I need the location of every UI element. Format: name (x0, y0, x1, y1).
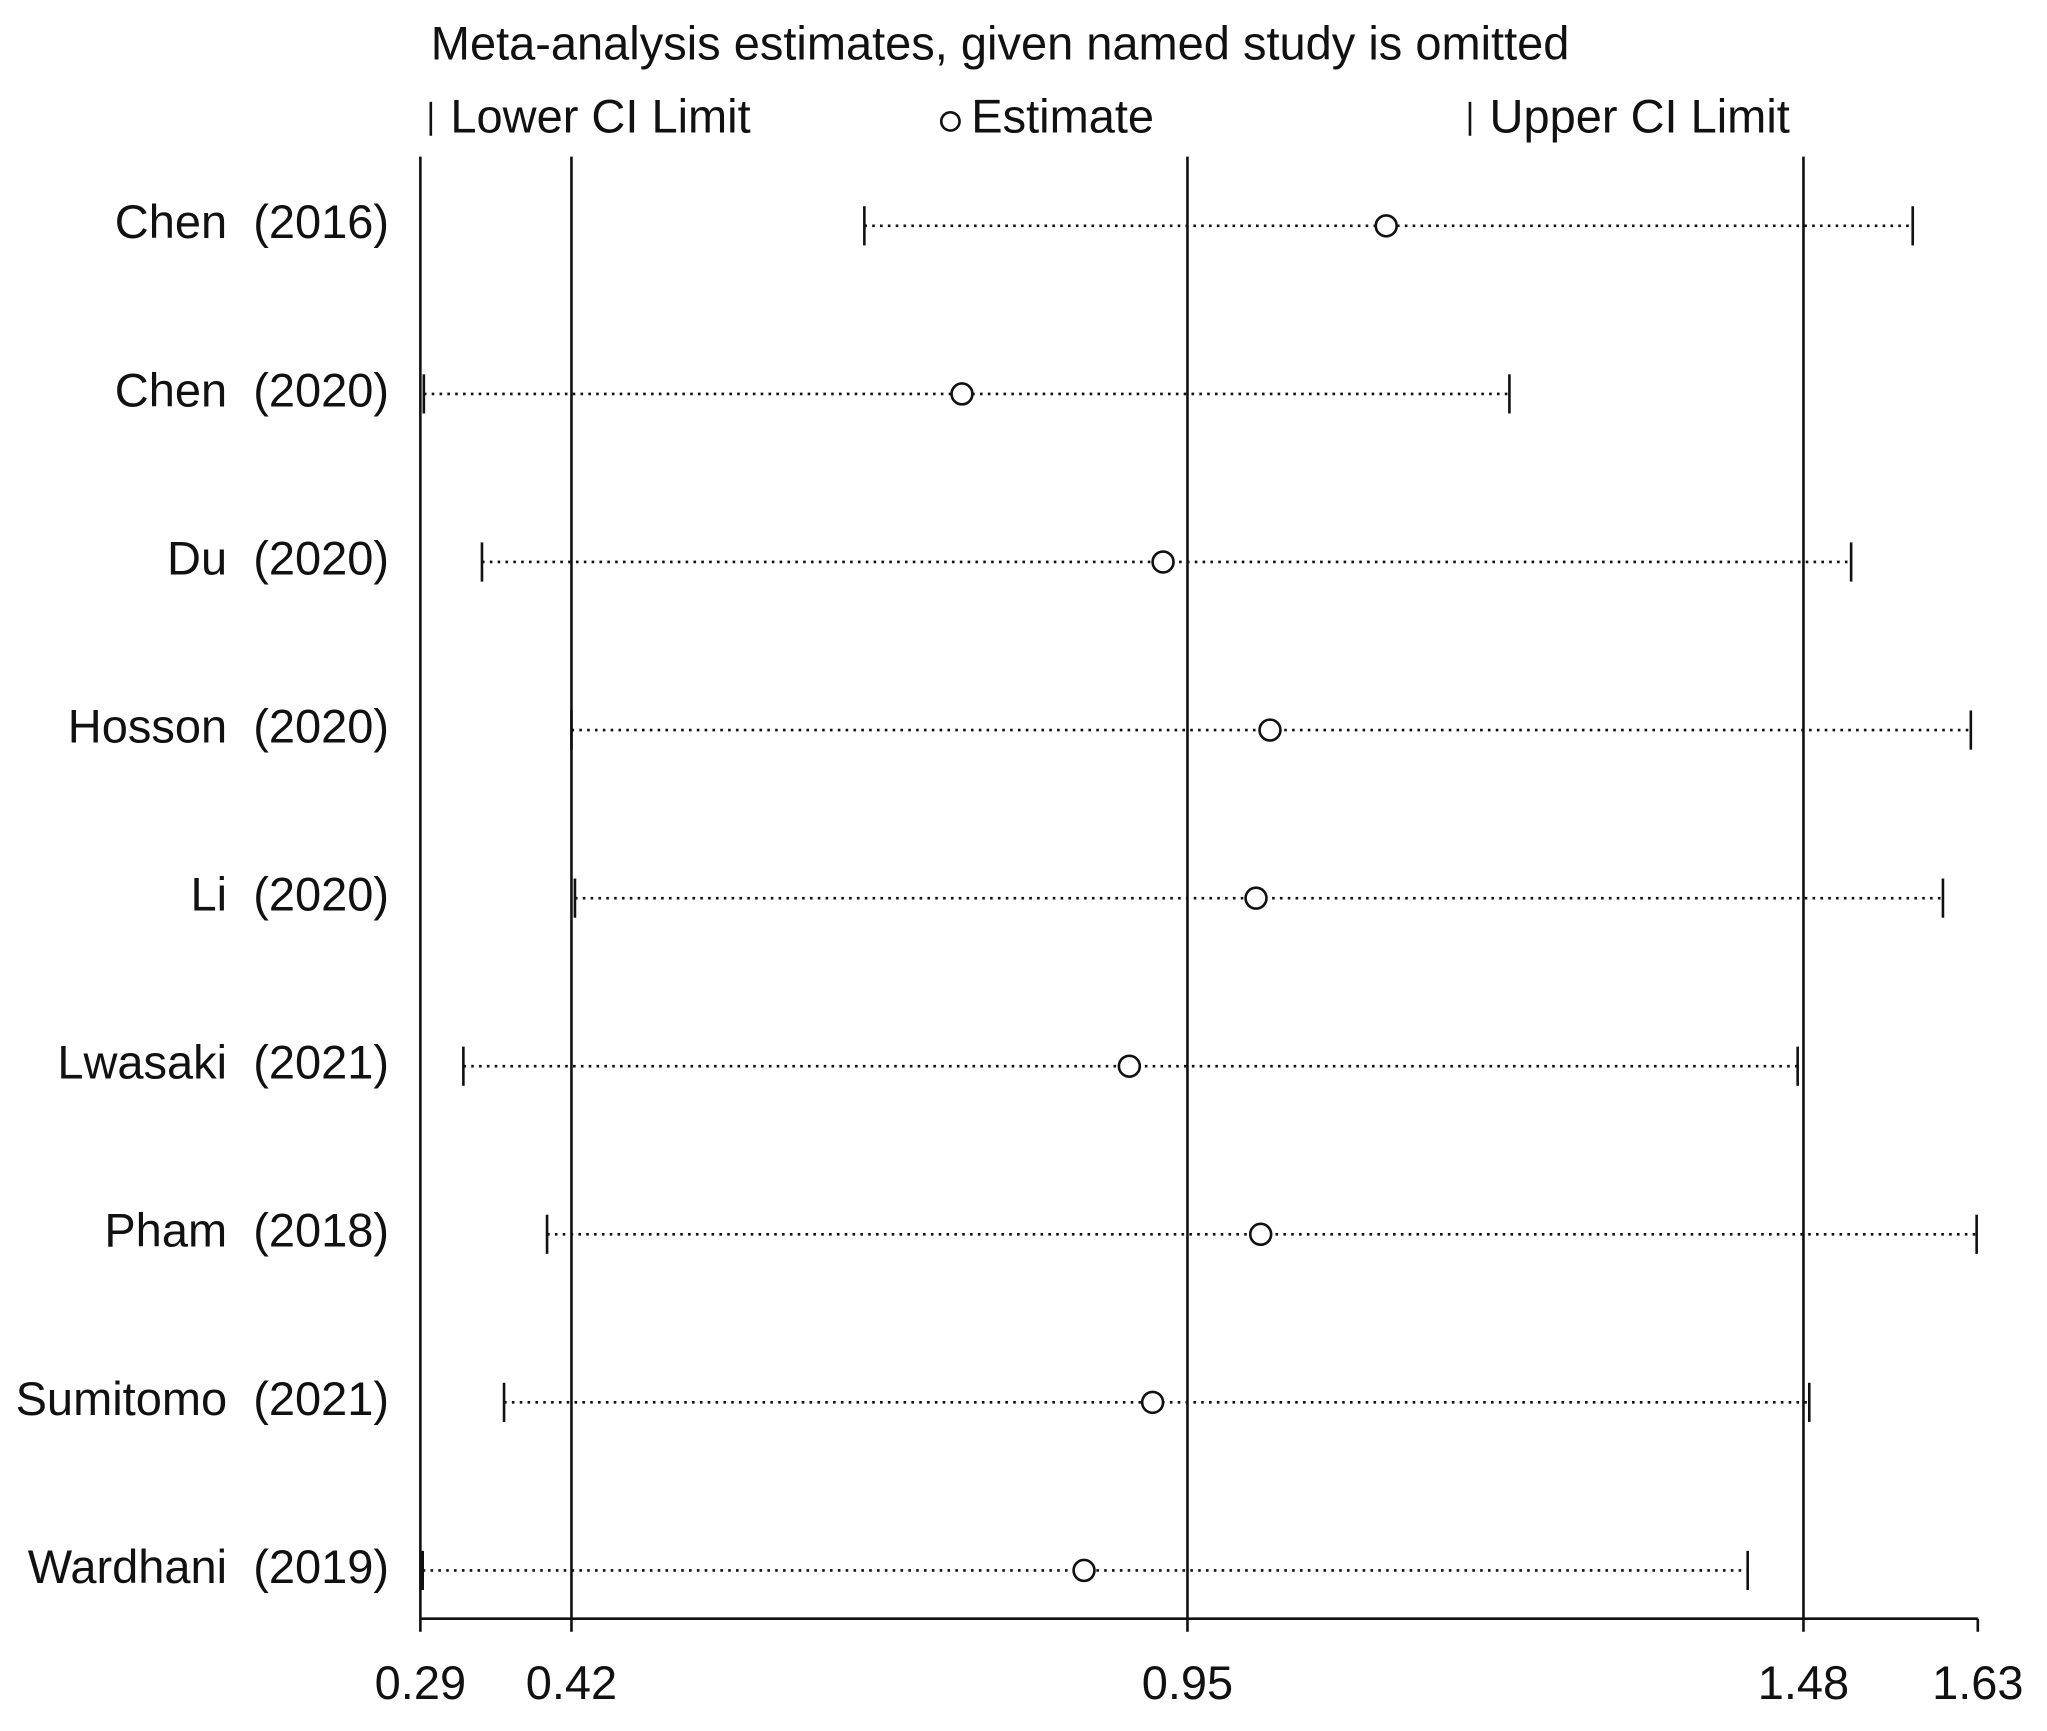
study-label: Pham (2018) (104, 1204, 389, 1257)
study-label: Li (2020) (191, 868, 390, 921)
chart-title: Meta-analysis estimates, given named stu… (431, 16, 1570, 69)
x-tick-label: 0.95 (1142, 1656, 1233, 1709)
study-label: Sumitomo (2021) (16, 1372, 389, 1425)
estimate (1258, 718, 1282, 742)
estimate (1072, 1558, 1096, 1583)
legend-upper: Upper CI Limit (1490, 90, 1790, 143)
estimate (1244, 886, 1268, 910)
study-label: Hosson (2020) (68, 699, 389, 752)
estimate (1374, 214, 1398, 238)
study-label: Chen (2016) (115, 195, 389, 248)
estimate (1151, 550, 1175, 574)
legend-lower: Lower CI Limit (450, 90, 750, 143)
study-label: Chen (2020) (115, 363, 389, 416)
legend-estimate: Estimate (971, 90, 1154, 143)
legend-estimate-symbol (939, 110, 961, 132)
x-tick-label: 0.42 (526, 1656, 617, 1709)
study-label: Wardhani (2019) (28, 1540, 389, 1593)
x-tick-label: 0.29 (375, 1656, 466, 1709)
estimate (1117, 1054, 1142, 1078)
estimate (1140, 1390, 1165, 1415)
x-tick-label: 1.63 (1932, 1656, 2023, 1709)
estimate (950, 382, 974, 406)
study-label: Du (2020) (167, 531, 389, 584)
study-label: Lwasaki (2021) (57, 1036, 389, 1089)
x-tick-label: 1.48 (1758, 1656, 1849, 1709)
estimate (1248, 1222, 1273, 1247)
